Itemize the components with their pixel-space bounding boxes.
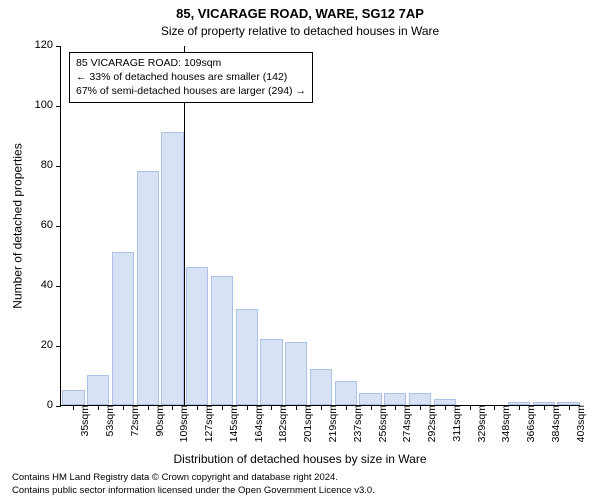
plot-area: 85 VICARAGE ROAD: 109sqm ← 33% of detach…	[60, 46, 580, 406]
xtick-label: 311sqm	[449, 405, 463, 442]
xtick-mark	[172, 405, 173, 410]
chart-subtitle: Size of property relative to detached ho…	[0, 24, 600, 38]
xtick-label: 109sqm	[176, 405, 190, 442]
annotation-line3: 67% of semi-detached houses are larger (…	[76, 84, 306, 98]
xtick-mark	[395, 405, 396, 410]
xtick-label: 164sqm	[251, 405, 265, 442]
xtick-mark	[494, 405, 495, 410]
ytick-label: 60	[41, 219, 61, 231]
bar	[137, 171, 159, 405]
bar	[62, 390, 84, 405]
bar	[285, 342, 307, 405]
xtick-mark	[346, 405, 347, 410]
xtick-label: 256sqm	[375, 405, 389, 442]
xtick-label: 237sqm	[350, 405, 364, 442]
xtick-label: 72sqm	[127, 405, 141, 437]
bar	[236, 309, 258, 405]
x-axis-label: Distribution of detached houses by size …	[0, 452, 600, 466]
xtick-label: 292sqm	[424, 405, 438, 442]
xtick-label: 145sqm	[226, 405, 240, 442]
xtick-mark	[420, 405, 421, 410]
xtick-mark	[519, 405, 520, 410]
bar	[359, 393, 381, 405]
xtick-mark	[197, 405, 198, 410]
bar	[112, 252, 134, 405]
xtick-mark	[123, 405, 124, 410]
bar	[335, 381, 357, 405]
xtick-mark	[296, 405, 297, 410]
xtick-mark	[544, 405, 545, 410]
xtick-label: 127sqm	[201, 405, 215, 442]
xtick-label: 201sqm	[300, 405, 314, 442]
xtick-label: 384sqm	[548, 405, 562, 442]
bar	[161, 132, 183, 405]
ytick-label: 120	[35, 39, 61, 51]
bar	[211, 276, 233, 405]
xtick-label: 90sqm	[152, 405, 166, 437]
bar	[87, 375, 109, 405]
y-axis-label-wrap: Number of detached properties	[10, 46, 26, 406]
footer-line1: Contains HM Land Registry data © Crown c…	[12, 472, 588, 485]
bar	[186, 267, 208, 405]
xtick-label: 35sqm	[77, 405, 91, 437]
annotation-line1: 85 VICARAGE ROAD: 109sqm	[76, 56, 306, 70]
xtick-label: 366sqm	[523, 405, 537, 442]
xtick-mark	[445, 405, 446, 410]
xtick-label: 182sqm	[275, 405, 289, 442]
ytick-label: 20	[41, 339, 61, 351]
footer: Contains HM Land Registry data © Crown c…	[12, 472, 588, 498]
xtick-mark	[148, 405, 149, 410]
footer-line2: Contains public sector information licen…	[12, 485, 588, 498]
xtick-mark	[73, 405, 74, 410]
ytick-label: 100	[35, 99, 61, 111]
y-axis-label: Number of detached properties	[11, 143, 25, 308]
ytick-label: 40	[41, 279, 61, 291]
annotation-line2: ← 33% of detached houses are smaller (14…	[76, 70, 306, 84]
xtick-mark	[271, 405, 272, 410]
xtick-label: 53sqm	[102, 405, 116, 437]
xtick-label: 329sqm	[474, 405, 488, 442]
chart-container: { "title": "85, VICARAGE ROAD, WARE, SG1…	[0, 0, 600, 500]
xtick-mark	[470, 405, 471, 410]
ytick-label: 0	[47, 399, 61, 411]
xtick-mark	[222, 405, 223, 410]
bar	[384, 393, 406, 405]
ytick-label: 80	[41, 159, 61, 171]
chart-title: 85, VICARAGE ROAD, WARE, SG12 7AP	[0, 6, 600, 21]
bar	[310, 369, 332, 405]
xtick-mark	[371, 405, 372, 410]
xtick-mark	[321, 405, 322, 410]
xtick-label: 219sqm	[325, 405, 339, 442]
annotation-box: 85 VICARAGE ROAD: 109sqm ← 33% of detach…	[69, 52, 313, 103]
bar	[260, 339, 282, 405]
xtick-mark	[247, 405, 248, 410]
xtick-label: 274sqm	[399, 405, 413, 442]
xtick-label: 348sqm	[498, 405, 512, 442]
xtick-mark	[569, 405, 570, 410]
xtick-label: 403sqm	[573, 405, 587, 442]
xtick-mark	[98, 405, 99, 410]
bar	[409, 393, 431, 405]
